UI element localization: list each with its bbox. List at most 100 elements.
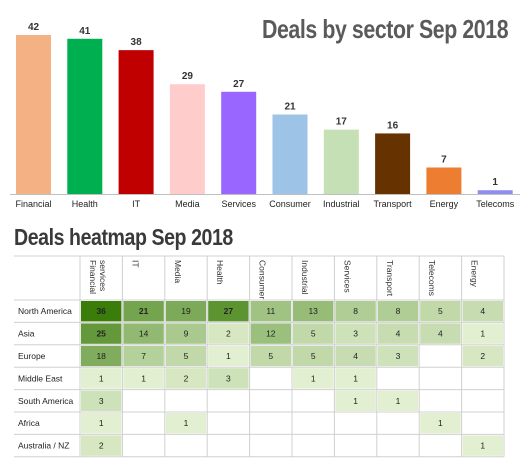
heatmap-cell-value: 1 (226, 351, 231, 361)
bar-value-label: 7 (441, 155, 447, 166)
heatmap-cell-value: 3 (353, 329, 358, 339)
heatmap-cell (208, 368, 249, 389)
heatmap-row-label: Africa (18, 418, 40, 428)
heatmap-cell (293, 323, 334, 344)
heatmap-cell-value: 36 (96, 306, 106, 316)
heatmap-cell-value: 19 (181, 306, 191, 316)
heatmap-cell (208, 323, 249, 344)
heatmap-cell-value: 2 (226, 329, 231, 339)
bar-services (221, 91, 257, 194)
heatmap-cell (335, 323, 376, 344)
bar-value-label: 17 (336, 117, 348, 128)
category-label: Telecoms (476, 199, 515, 209)
heatmap-cell-value: 1 (396, 396, 401, 406)
heatmap-cell-value: 14 (139, 329, 149, 339)
category-label: Energy (430, 199, 459, 209)
bar-telecoms (477, 190, 513, 194)
heatmap-column-label: Consumer (258, 260, 268, 299)
bar-financial (16, 35, 51, 194)
heatmap-cell-value: 3 (99, 396, 104, 406)
bar-value-label: 21 (284, 102, 296, 113)
heatmap-cell-value: 18 (96, 351, 106, 361)
heatmap-cell (123, 345, 164, 367)
heatmap-cell-value: 1 (480, 441, 485, 451)
heatmap-cell (81, 301, 122, 322)
heatmap-cell-value: 5 (268, 351, 273, 361)
heatmap-cell (250, 301, 291, 322)
heatmap-cell (208, 301, 249, 322)
bar-value-label: 38 (131, 37, 143, 48)
bar-value-label: 1 (492, 177, 498, 188)
category-label: Health (72, 199, 98, 209)
heatmap-cell-value: 7 (141, 351, 146, 361)
heatmap-cell-value: 25 (96, 329, 106, 339)
heatmap-cell (420, 301, 461, 322)
bar-media (169, 84, 205, 194)
category-label: Financial (15, 199, 51, 209)
bar-value-label: 41 (79, 26, 91, 37)
heatmap-row-label: South America (18, 396, 74, 406)
category-label: Services (221, 199, 256, 209)
heatmap-column-label: Telecoms (427, 260, 437, 296)
heatmap-column-label: Transport (385, 260, 395, 297)
bar-chart-title: Deals by sector Sep 2018 (262, 14, 509, 44)
heatmap-cell-value: 2 (184, 373, 189, 383)
heatmap-column-label: Industrial (300, 260, 310, 295)
heatmap-cell (293, 345, 334, 367)
heatmap-cell (335, 345, 376, 367)
heatmap-cell-value: 1 (141, 373, 146, 383)
heatmap-cell-value: 4 (438, 329, 443, 339)
heatmap-cell-value: 4 (396, 329, 401, 339)
heatmap-cell-value: 12 (266, 329, 276, 339)
category-label: IT (132, 199, 141, 209)
heatmap-row-label: North America (18, 306, 72, 316)
heatmap-cell (335, 390, 376, 411)
heatmap-cell (81, 368, 122, 389)
heatmap-cell (81, 323, 122, 344)
heatmap-cell-value: 2 (480, 351, 485, 361)
heatmap-cell-value: 5 (438, 306, 443, 316)
heatmap-cell-value: 13 (308, 306, 318, 316)
heatmap-cell-value: 4 (353, 351, 358, 361)
bar-consumer (272, 114, 308, 194)
heatmap-cell-value: 8 (396, 306, 401, 316)
heatmap-cell-value: 5 (311, 351, 316, 361)
heatmap-cell (462, 323, 503, 344)
heatmap-cell-value: 5 (311, 329, 316, 339)
heatmap-cell-value: 5 (184, 351, 189, 361)
heatmap-cell-value: 8 (353, 306, 358, 316)
bar-value-label: 27 (233, 79, 245, 90)
heatmap-cell (377, 301, 419, 322)
heatmap-cell-value: 4 (480, 306, 485, 316)
heatmap-cell-value: 1 (353, 396, 358, 406)
heatmap-cell (420, 413, 461, 434)
heatmap-cell (123, 323, 164, 344)
heatmap-cell-value: 3 (396, 351, 401, 361)
heatmap-cell (293, 368, 334, 389)
heatmap-cell-value: 27 (224, 306, 234, 316)
heatmap-column-label: Energy (470, 260, 480, 288)
bar-industrial (323, 129, 359, 194)
heatmap-cell (165, 413, 207, 434)
heatmap-cell (165, 323, 207, 344)
heatmap-column-label: IT (130, 260, 140, 268)
heatmap-cell (165, 345, 207, 367)
heatmap-cell (335, 301, 376, 322)
heatmap-cell-value: 1 (438, 418, 443, 428)
heatmap-row-label: Middle East (18, 373, 63, 383)
heatmap-cell (462, 345, 503, 367)
heatmap-cell (293, 301, 334, 322)
heatmap-cell-value: 3 (226, 373, 231, 383)
heatmap-cell-value: 1 (353, 373, 358, 383)
heatmap-cell (81, 345, 122, 367)
bar-value-label: 29 (182, 71, 194, 82)
bar-energy (426, 167, 462, 194)
heatmap-cell-value: 1 (99, 418, 104, 428)
bar-health (67, 38, 103, 195)
heatmap-cell (81, 435, 122, 456)
heatmap-cell (420, 323, 461, 344)
heatmap-row-label: Europe (18, 351, 46, 361)
category-label: Media (175, 199, 200, 209)
heatmap-column-label: Services (342, 260, 352, 293)
